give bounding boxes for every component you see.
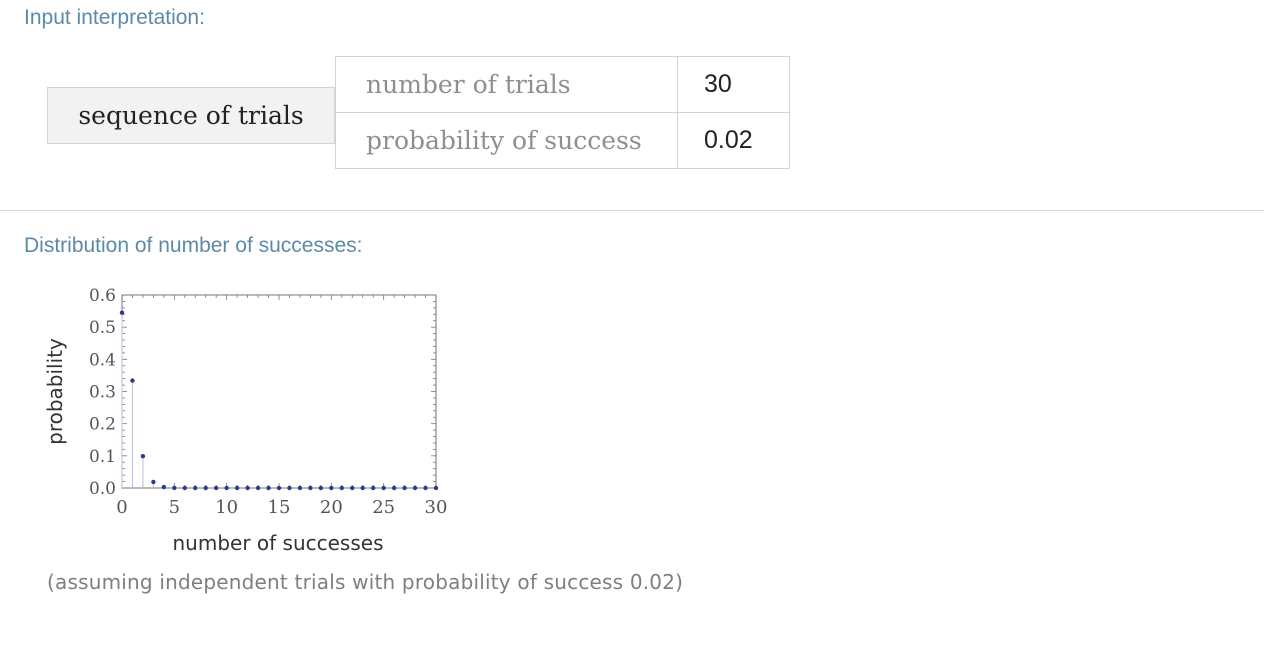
input-interpretation-title: Input interpretation: bbox=[24, 6, 205, 29]
y-axis-label: probability bbox=[43, 338, 67, 445]
data-point bbox=[203, 485, 208, 491]
y-tick-label: 0.3 bbox=[89, 383, 116, 403]
y-tick-label: 0.5 bbox=[89, 318, 116, 338]
data-point bbox=[308, 485, 313, 491]
param-name-probability: probability of success bbox=[335, 112, 678, 169]
data-point bbox=[350, 485, 355, 491]
data-point bbox=[130, 378, 135, 383]
data-point bbox=[402, 485, 407, 491]
plot-frame bbox=[121, 294, 437, 489]
data-point bbox=[161, 484, 167, 490]
y-tick-label: 0.0 bbox=[89, 479, 116, 499]
data-point bbox=[119, 310, 125, 315]
data-point bbox=[381, 485, 386, 491]
data-point bbox=[276, 485, 282, 491]
data-point bbox=[255, 485, 261, 491]
data-point bbox=[245, 485, 250, 491]
pod-divider bbox=[0, 210, 1264, 211]
y-tick-label: 0.2 bbox=[89, 415, 116, 435]
data-point bbox=[391, 485, 397, 491]
y-tick-label: 0.1 bbox=[89, 447, 116, 467]
x-tick-label: 10 bbox=[215, 497, 238, 518]
param-value-trials: 30 bbox=[677, 56, 790, 113]
sequence-label: sequence of trials bbox=[47, 87, 335, 144]
data-point bbox=[339, 485, 344, 491]
data-point bbox=[214, 485, 219, 491]
x-axis-label: number of successes bbox=[172, 531, 383, 555]
data-point bbox=[172, 485, 177, 491]
distribution-title: Distribution of number of successes: bbox=[24, 234, 363, 257]
data-point bbox=[287, 485, 292, 491]
data-point bbox=[412, 485, 418, 491]
sequence-label-text: sequence of trials bbox=[78, 101, 304, 130]
data-point bbox=[140, 453, 146, 459]
data-point bbox=[318, 485, 324, 491]
data-point bbox=[151, 479, 156, 485]
table-row: number of trials 30 bbox=[335, 56, 790, 113]
data-point bbox=[193, 485, 198, 491]
data-point bbox=[423, 485, 428, 491]
data-point bbox=[371, 485, 376, 491]
x-tick-label: 30 bbox=[425, 497, 448, 518]
data-point bbox=[329, 485, 334, 491]
x-tick-label: 0 bbox=[116, 497, 127, 518]
distribution-chart: 0 5 10 15 20 25 30 0.0 0.1 0.2 0.3 0.4 0.5 0.6 number … bbox=[43, 286, 448, 555]
data-point bbox=[234, 485, 240, 491]
data-point bbox=[360, 485, 365, 491]
parameters-table: number of trials 30 probability of succe… bbox=[335, 56, 790, 169]
assumption-note: (assuming independent trials with probab… bbox=[47, 570, 684, 594]
x-tick-label: 20 bbox=[320, 497, 343, 518]
x-tick-label: 25 bbox=[372, 497, 395, 518]
data-point bbox=[224, 485, 229, 491]
table-row: probability of success 0.02 bbox=[335, 112, 790, 169]
x-tick-label: 15 bbox=[268, 497, 291, 518]
data-point bbox=[433, 485, 439, 491]
data-point bbox=[182, 485, 187, 491]
param-value-probability: 0.02 bbox=[677, 112, 790, 169]
param-name-trials: number of trials bbox=[335, 56, 678, 113]
data-point bbox=[297, 485, 303, 491]
data-point bbox=[266, 485, 271, 491]
y-tick-label: 0.6 bbox=[89, 286, 116, 306]
x-tick-label: 5 bbox=[169, 497, 180, 518]
y-tick-label: 0.4 bbox=[89, 350, 116, 370]
